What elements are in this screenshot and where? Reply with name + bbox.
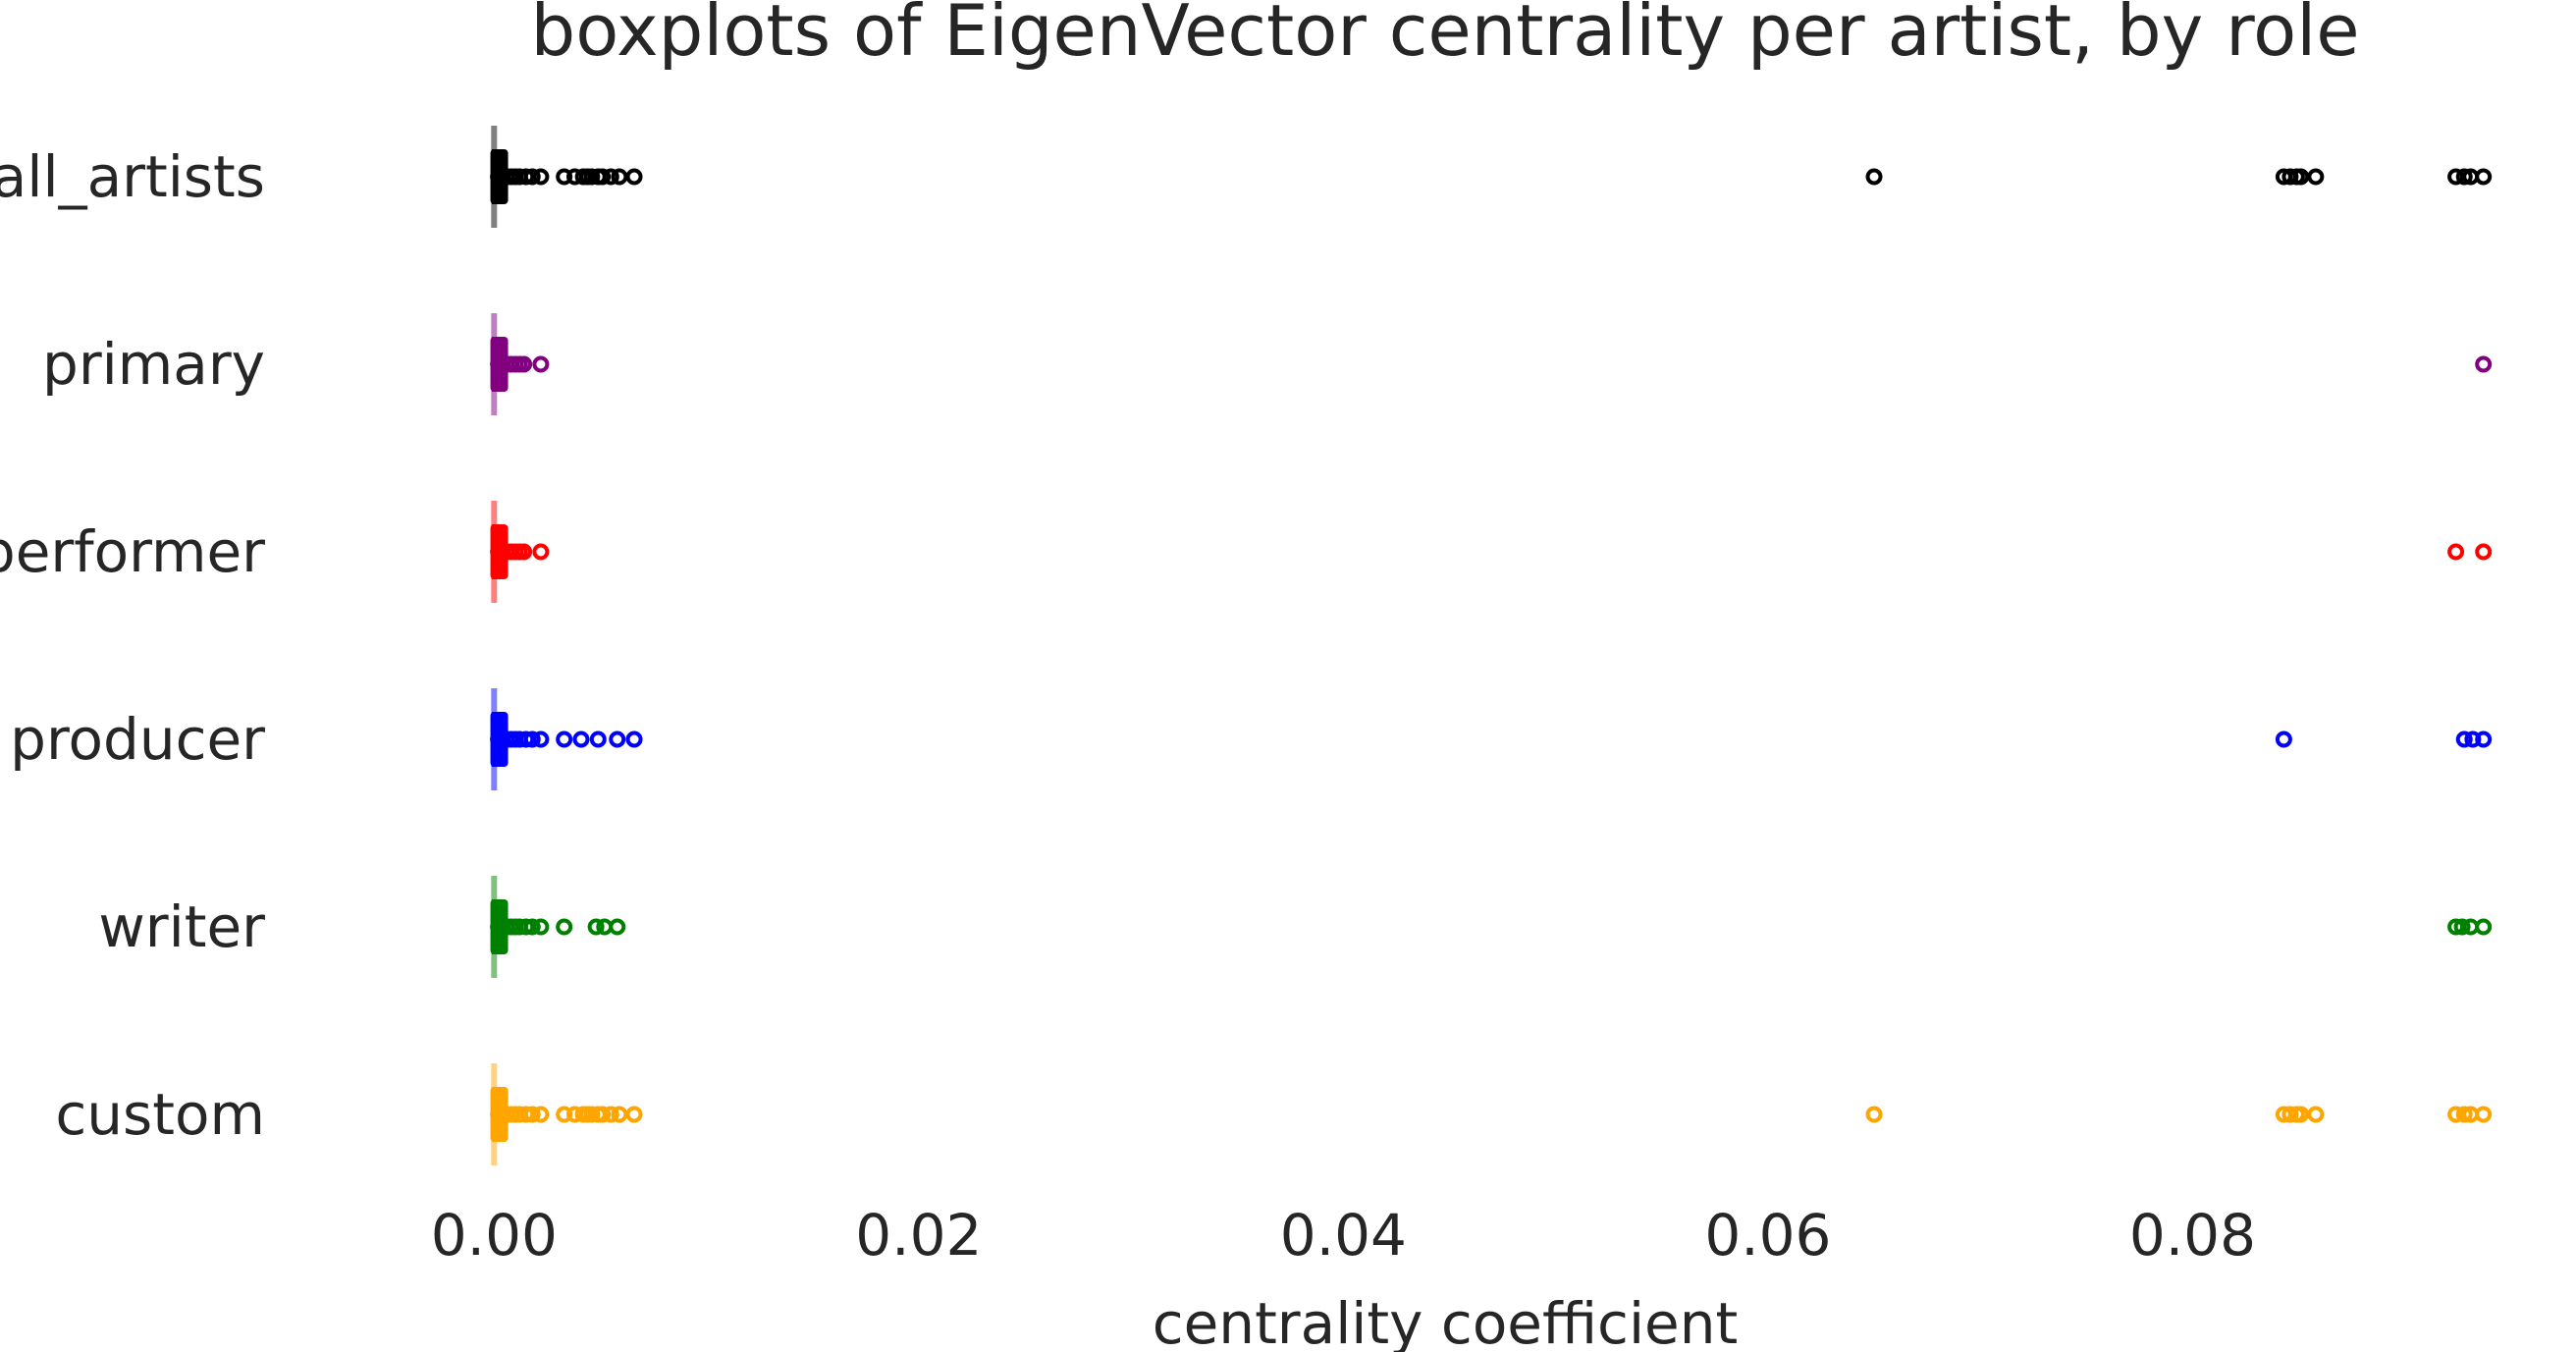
outlier-all_artists-10 (556, 168, 573, 186)
outlier-custom-29 (2475, 1106, 2493, 1123)
outlier-producer-11 (572, 730, 590, 748)
outlier-producer-12 (589, 730, 607, 748)
outlier-performer-10 (2475, 543, 2493, 561)
outlier-producer-14 (625, 730, 643, 748)
outlier-producer-15 (2275, 730, 2292, 748)
outlier-all_artists-29 (2475, 168, 2493, 186)
outlier-custom-20 (1865, 1106, 1883, 1123)
box-group-custom: custom (55, 1063, 2493, 1165)
outlier-producer-17 (2464, 730, 2482, 748)
outlier-producer-16 (2455, 730, 2473, 748)
box-group-writer: writer (98, 876, 2493, 978)
outlier-custom-27 (2455, 1106, 2473, 1123)
category-label-producer: producer (10, 706, 265, 773)
outlier-all_artists-19 (625, 168, 643, 186)
outlier-writer-9 (532, 918, 550, 936)
x-axis-ticks: 0.00 0.02 0.04 0.06 0.08 (431, 1202, 2256, 1269)
outlier-writer-11 (587, 918, 605, 936)
outlier-custom-14 (583, 1106, 601, 1123)
category-label-writer: writer (98, 893, 265, 960)
outlier-custom-19 (625, 1106, 643, 1123)
outlier-all_artists-8 (523, 168, 541, 186)
outlier-producer-7 (517, 730, 535, 748)
outlier-all_artists-17 (602, 168, 619, 186)
outlier-custom-7 (517, 1106, 535, 1123)
outlier-producer-18 (2475, 730, 2493, 748)
outlier-writer-17 (2475, 918, 2493, 936)
outlier-all_artists-18 (611, 168, 628, 186)
box-group-all_artists: all_artists (0, 126, 2493, 228)
outlier-performer-9 (2447, 543, 2465, 561)
chart-title: boxplots of EigenVector centrality per a… (531, 0, 2360, 72)
outlier-writer-8 (523, 918, 541, 936)
outlier-all_artists-26 (2447, 168, 2465, 186)
outlier-all_artists-24 (2292, 168, 2310, 186)
outlier-all_artists-20 (1865, 168, 1883, 186)
category-label-performer: performer (0, 518, 265, 585)
outlier-custom-25 (2307, 1106, 2325, 1123)
x-tick-label-0: 0.00 (431, 1202, 558, 1269)
outlier-all_artists-16 (594, 168, 612, 186)
outlier-performer-7 (515, 543, 533, 561)
x-tick-label-3: 0.06 (1704, 1202, 1831, 1269)
outlier-producer-9 (532, 730, 550, 748)
outlier-custom-26 (2447, 1106, 2465, 1123)
outlier-performer-8 (532, 543, 550, 561)
outlier-all_artists-27 (2455, 168, 2473, 186)
box-group-performer: performer (0, 501, 2493, 603)
outlier-producer-13 (609, 730, 626, 748)
outlier-custom-18 (611, 1106, 628, 1123)
outlier-custom-8 (523, 1106, 541, 1123)
outlier-all_artists-14 (583, 168, 601, 186)
outlier-writer-10 (556, 918, 573, 936)
box-group-primary: primary (42, 313, 2493, 415)
category-label-all_artists: all_artists (0, 143, 265, 210)
outlier-producer-10 (556, 730, 573, 748)
x-tick-label-4: 0.08 (2129, 1202, 2256, 1269)
outlier-custom-9 (532, 1106, 550, 1123)
box-group-producer: producer (10, 688, 2493, 790)
outlier-primary-9 (2475, 355, 2493, 373)
category-label-primary: primary (42, 331, 265, 398)
outlier-primary-8 (532, 355, 550, 373)
outlier-all_artists-22 (2281, 168, 2299, 186)
outlier-custom-22 (2281, 1106, 2299, 1123)
category-label-custom: custom (55, 1081, 265, 1148)
outlier-writer-13 (609, 918, 626, 936)
outlier-custom-24 (2292, 1106, 2310, 1123)
outlier-all_artists-25 (2307, 168, 2325, 186)
outlier-writer-7 (517, 918, 535, 936)
outlier-primary-7 (515, 355, 533, 373)
x-axis-label: centrality coefficient (1153, 1290, 1739, 1352)
x-tick-label-1: 0.02 (855, 1202, 982, 1269)
outlier-producer-8 (523, 730, 541, 748)
outlier-writer-15 (2453, 918, 2471, 936)
outlier-custom-10 (556, 1106, 573, 1123)
outlier-all_artists-7 (517, 168, 535, 186)
outlier-custom-16 (594, 1106, 612, 1123)
outlier-custom-17 (602, 1106, 619, 1123)
outlier-all_artists-9 (532, 168, 550, 186)
x-tick-label-2: 0.04 (1280, 1202, 1407, 1269)
outlier-writer-14 (2447, 918, 2465, 936)
